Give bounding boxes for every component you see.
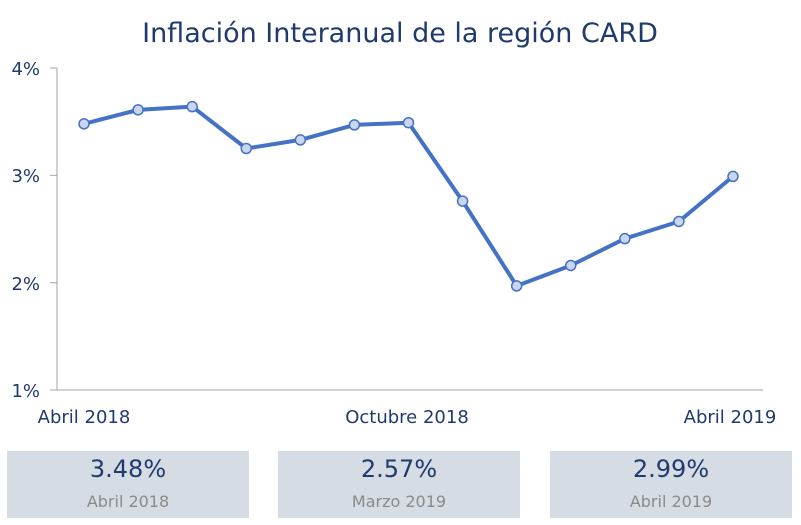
- y-tick-label: 2%: [11, 274, 40, 295]
- y-tick-label: 4%: [11, 59, 40, 80]
- card-value: 2.57%: [360, 455, 438, 483]
- summary-card-april-2019: 2.99% Abril 2019: [550, 451, 792, 518]
- data-point: [619, 232, 631, 245]
- card-label: Abril 2019: [629, 492, 713, 511]
- data-point: [402, 116, 415, 129]
- data-point: [132, 104, 144, 116]
- data-point: [510, 280, 523, 292]
- chart-title: Inflación Interanual de la región CARD: [142, 18, 658, 49]
- y-tick-label: 3%: [11, 166, 40, 187]
- summary-card-april-2018: 3.48% Abril 2018: [7, 451, 249, 518]
- card-label: Abril 2018: [86, 492, 170, 511]
- card-label: Marzo 2019: [351, 492, 447, 511]
- data-point: [727, 170, 739, 183]
- data-point: [673, 215, 685, 228]
- summary-card-march-2019: 2.57% Marzo 2019: [278, 451, 520, 518]
- x-tick-label: Abril 2018: [38, 407, 131, 428]
- data-point: [78, 118, 90, 130]
- card-value: 2.99%: [632, 455, 710, 483]
- series-layer: [78, 100, 739, 292]
- y-tick-label: 1%: [11, 381, 40, 402]
- line-chart: Inflación Interanual de la región CARD 4…: [11, 18, 777, 428]
- series-line: [83, 104, 735, 288]
- data-point: [294, 134, 307, 146]
- x-tick-label: Abril 2019: [684, 407, 777, 428]
- data-point: [348, 119, 361, 131]
- data-point: [186, 100, 198, 113]
- x-tick-label: Octubre 2018: [345, 407, 469, 428]
- data-point: [240, 142, 252, 155]
- card-value: 3.48%: [89, 455, 167, 483]
- data-point: [565, 259, 577, 272]
- data-point: [456, 195, 469, 207]
